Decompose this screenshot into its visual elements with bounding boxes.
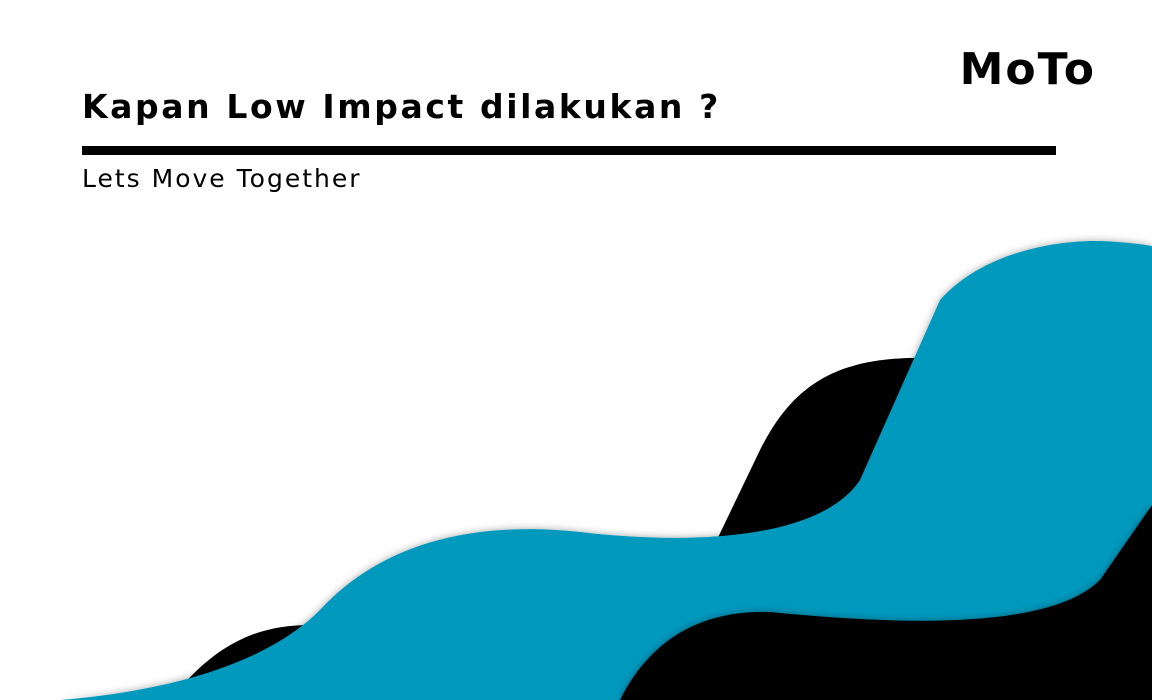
page-title: Kapan Low Impact dilakukan ?	[82, 87, 721, 126]
title-divider	[82, 146, 1056, 155]
blue-wave-main	[60, 240, 1152, 700]
brand-logo: MoTo	[959, 44, 1096, 95]
black-wave-lower-right	[620, 505, 1152, 700]
page-subtitle: Lets Move Together	[82, 164, 362, 193]
